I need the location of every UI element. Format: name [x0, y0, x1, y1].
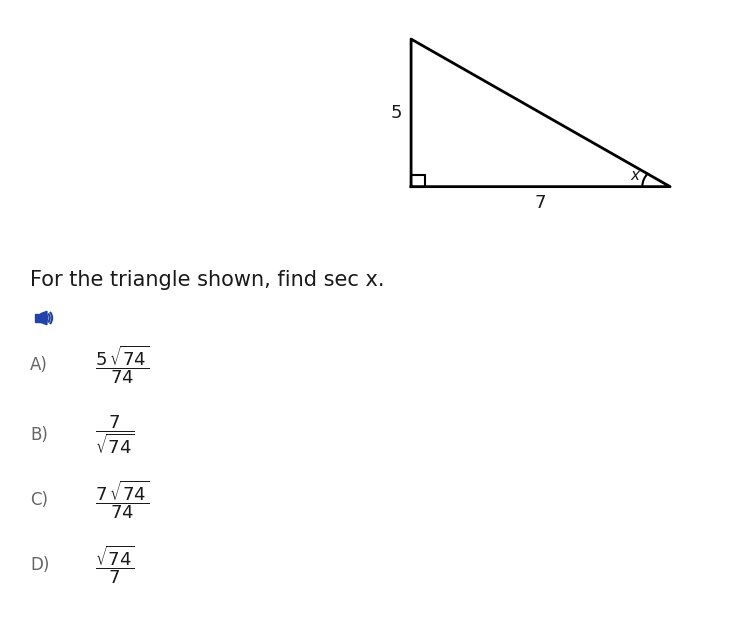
- Text: For the triangle shown, find sec x.: For the triangle shown, find sec x.: [30, 270, 384, 290]
- Text: x: x: [631, 168, 640, 183]
- Text: $\dfrac{5\,\sqrt{74}}{74}$: $\dfrac{5\,\sqrt{74}}{74}$: [95, 344, 150, 386]
- Text: C): C): [30, 491, 48, 509]
- Text: D): D): [30, 556, 49, 574]
- Text: A): A): [30, 356, 48, 374]
- Text: $\dfrac{7}{\sqrt{74}}$: $\dfrac{7}{\sqrt{74}}$: [95, 413, 135, 457]
- Text: B): B): [30, 426, 48, 444]
- Text: $\dfrac{7\,\sqrt{74}}{74}$: $\dfrac{7\,\sqrt{74}}{74}$: [95, 478, 150, 522]
- Text: 5: 5: [390, 104, 402, 122]
- Polygon shape: [41, 311, 47, 324]
- Text: $\dfrac{\sqrt{74}}{7}$: $\dfrac{\sqrt{74}}{7}$: [95, 544, 135, 586]
- Bar: [411, 176, 425, 187]
- Text: 7: 7: [535, 194, 546, 212]
- Bar: [35, 313, 41, 323]
